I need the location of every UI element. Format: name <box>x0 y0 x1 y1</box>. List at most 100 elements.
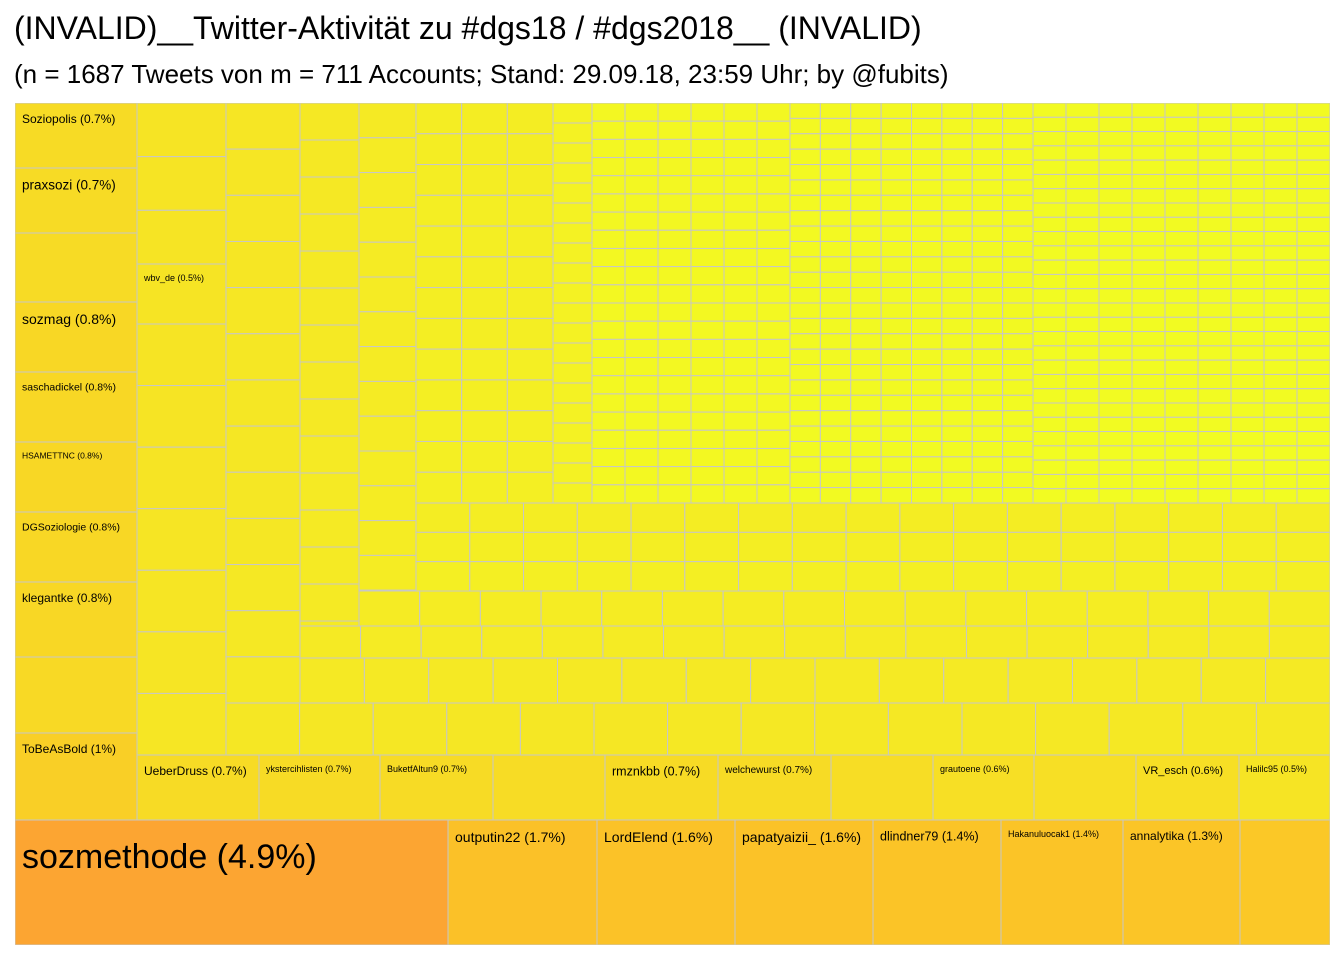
account-tile-c9 <box>941 133 973 150</box>
account-tile-c9 <box>1002 348 1034 366</box>
account-tile-c8 <box>690 157 725 177</box>
account-tile-c8 <box>657 138 692 159</box>
account-tile-c10 <box>1230 259 1265 275</box>
account-tile-c8 <box>756 138 791 159</box>
account-tile-c8 <box>723 229 758 249</box>
account-tile-band1 <box>953 531 1008 563</box>
account-tile-c8 <box>723 193 758 213</box>
account-tile-c10 <box>1098 331 1133 347</box>
tile-outputin22 <box>447 819 598 945</box>
account-tile-c10 <box>1230 388 1265 404</box>
account-tile-c9 <box>1002 194 1034 212</box>
account-tile-c9 <box>941 333 973 350</box>
account-tile-c9 <box>850 103 882 119</box>
account-tile-band1 <box>899 502 955 533</box>
account-tile-c9 <box>971 379 1004 396</box>
account-tile-c9 <box>819 179 852 196</box>
account-tile-c9 <box>789 425 821 442</box>
account-tile-c9 <box>971 103 1004 119</box>
account-tile-c10 <box>1230 431 1265 447</box>
account-tile-c8 <box>624 484 659 504</box>
account-tile-c10 <box>1098 416 1133 433</box>
account-tile-c10 <box>1065 216 1100 233</box>
account-tile-c9 <box>850 317 882 335</box>
account-tile-c10 <box>1065 259 1100 275</box>
tile-praxsozi <box>15 167 138 234</box>
account-tile-c9 <box>911 410 943 427</box>
account-tile-col5 <box>358 172 417 208</box>
account-tile-col6 <box>461 379 508 412</box>
account-tile-c9 <box>819 302 852 319</box>
account-tile-band3 <box>481 625 543 659</box>
account-tile-c9 <box>941 225 973 242</box>
tile-rmznkbb-label: rmznkbb (0.7%) <box>612 765 700 779</box>
account-tile-band2 <box>1026 590 1088 627</box>
account-tile-c8 <box>591 211 626 231</box>
account-tile-col6 <box>506 440 554 473</box>
account-tile-c10 <box>1131 345 1166 361</box>
tile-lordelend-label: LordElend (1.6%) <box>604 829 713 845</box>
account-tile-c10 <box>1164 173 1199 190</box>
account-tile-c10 <box>1230 273 1265 290</box>
account-tile-c9 <box>789 103 821 119</box>
account-tile-c10 <box>1032 473 1067 490</box>
account-tile-col6 <box>506 225 554 258</box>
account-tile-c10 <box>1164 473 1199 490</box>
account-tile-c8 <box>624 138 659 159</box>
account-tile-c10 <box>1164 259 1199 275</box>
account-tile-col6 <box>415 440 463 473</box>
account-tile-c9 <box>789 287 821 304</box>
account-tile-band2 <box>904 590 967 627</box>
account-tile-c9 <box>1002 148 1034 166</box>
account-tile-c9 <box>819 103 852 119</box>
account-tile-col5 <box>358 241 417 278</box>
account-tile-c10 <box>1230 202 1265 218</box>
account-tile-col6 <box>415 348 463 381</box>
account-tile-c10 <box>1263 145 1298 161</box>
account-tile-c9 <box>971 456 1004 473</box>
account-tile <box>1033 754 1137 821</box>
account-tile-c10 <box>1197 245 1232 261</box>
account-tile-c8 <box>723 157 758 177</box>
account-tile-c9 <box>1002 256 1034 273</box>
account-tile-c8 <box>624 211 659 231</box>
account-tile-band3 <box>299 625 362 659</box>
account-tile-band1 <box>576 502 632 533</box>
account-tile-c8 <box>756 320 791 340</box>
account-tile-c10 <box>1131 431 1166 447</box>
account-tile-col4 <box>299 103 360 141</box>
account-tile-c10 <box>1065 131 1100 147</box>
account-tile-band5 <box>961 702 1037 756</box>
account-tile-col2b <box>136 385 227 448</box>
account-tile-c9 <box>911 394 943 412</box>
account-tile-c10 <box>1164 216 1199 233</box>
account-tile-c10 <box>1164 459 1199 475</box>
account-tile-c9 <box>971 117 1004 135</box>
account-tile-c9 <box>880 117 912 135</box>
account-tile-c10 <box>1098 302 1133 318</box>
account-tile-c8 <box>591 120 626 140</box>
tile-klegantke <box>15 581 138 658</box>
account-tile-c8 <box>591 103 626 122</box>
account-tile-c9 <box>819 148 852 166</box>
account-tile-c10 <box>1296 259 1330 275</box>
account-tile-col5 <box>358 485 417 522</box>
account-tile-col4 <box>299 139 360 178</box>
account-tile-c8 <box>657 357 692 377</box>
account-tile-col4 <box>299 546 360 585</box>
account-tile-c10 <box>1065 288 1100 304</box>
account-tile-c10 <box>1065 459 1100 475</box>
account-tile-c9 <box>850 148 882 166</box>
account-tile-band1 <box>415 531 471 563</box>
account-tile-c9 <box>911 164 943 181</box>
account-tile-c8 <box>591 302 626 322</box>
account-tile-band1 <box>953 502 1008 533</box>
account-tile-c8 <box>756 466 791 486</box>
tile-sozmethode <box>15 819 449 945</box>
account-tile-c9 <box>1002 271 1034 289</box>
account-tile-c9 <box>911 302 943 319</box>
account-tile-c9 <box>971 256 1004 273</box>
account-tile-c10 <box>1032 459 1067 475</box>
account-tile-c10 <box>1197 159 1232 175</box>
account-tile-c8 <box>756 484 791 504</box>
